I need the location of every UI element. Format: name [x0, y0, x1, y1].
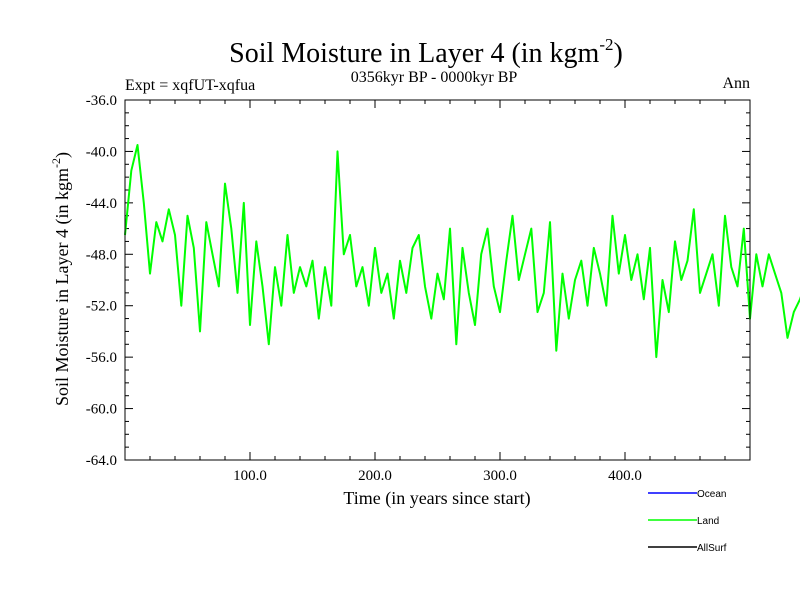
x-tick-label: 400.0: [608, 468, 642, 484]
series-line-land: [124, 144, 800, 359]
period-label: 0356kyr BP - 0000kyr BP: [351, 69, 518, 86]
chart-title-sup: -2: [599, 35, 613, 54]
y-axis-label-main: Soil Moisture in Layer 4 (in kgm: [52, 168, 73, 406]
legend-label-allsurf: AllSurf: [697, 543, 727, 554]
x-axis-label: Time (in years since start): [343, 488, 530, 509]
y-tick-label: -48.0: [86, 247, 117, 263]
y-axis-label: Soil Moisture in Layer 4 (in kgm-2): [49, 152, 73, 406]
x-tick-label: 200.0: [358, 468, 392, 484]
y-tick-label: -36.0: [86, 93, 117, 109]
y-axis-label-close: ): [52, 152, 73, 158]
y-tick-label: -52.0: [86, 299, 117, 315]
y-axis-label-sup: -2: [49, 158, 63, 168]
y-tick-label: -64.0: [86, 453, 117, 469]
chart-title: Soil Moisture in Layer 4 (in kgm-2): [229, 35, 623, 69]
legend-label-ocean: Ocean: [697, 489, 726, 500]
legend: Ocean Land AllSurf: [648, 489, 727, 554]
plot-frame: [124, 99, 751, 461]
x-tick-label: 100.0: [233, 468, 267, 484]
season-label: Ann: [722, 75, 750, 92]
y-tick-label: -60.0: [86, 402, 117, 418]
chart-title-main: Soil Moisture in Layer 4 (in kgm: [229, 38, 599, 69]
legend-label-land: Land: [697, 516, 719, 527]
experiment-label: Expt = xqfUT-xqfua: [125, 77, 255, 94]
axis-ticks: -36.0 -40.0 -44.0 -48.0 -52.0 -56.0 -60.0 -64.0…: [86, 93, 750, 484]
x-tick-label: 300.0: [483, 468, 517, 484]
y-tick-label: -40.0: [86, 144, 117, 160]
chart-title-close: ): [614, 38, 623, 69]
y-tick-label: -44.0: [86, 196, 117, 212]
series-layer: [124, 144, 800, 359]
y-tick-label: -56.0: [86, 350, 117, 366]
